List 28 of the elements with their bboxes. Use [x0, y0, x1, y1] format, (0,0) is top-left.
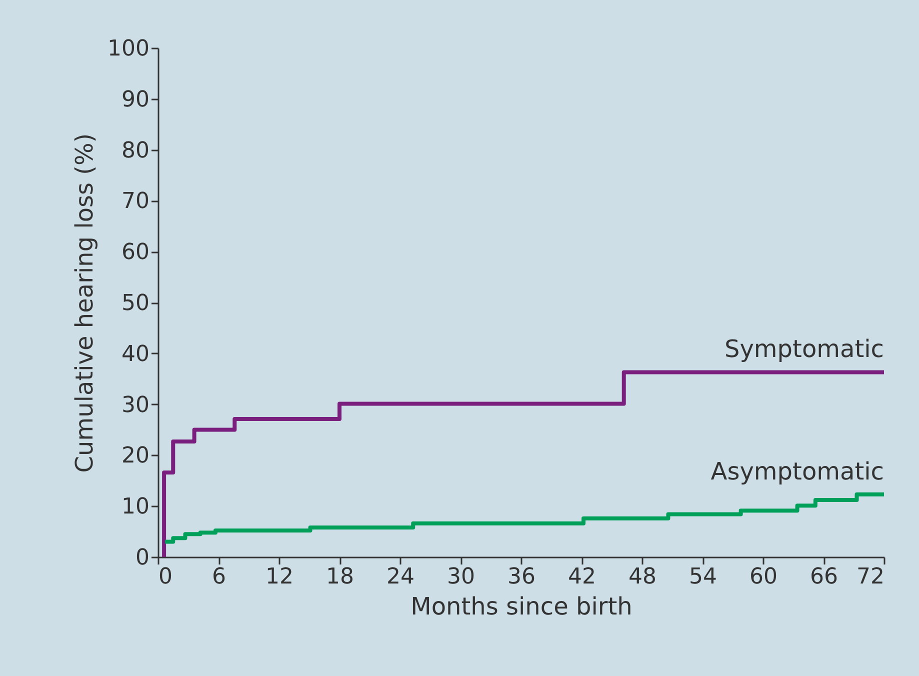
y-tick-label: 20	[122, 444, 150, 469]
x-tick-label: 24	[386, 564, 414, 590]
y-tick-label: 10	[122, 494, 150, 520]
x-tick-label: 54	[689, 564, 717, 590]
series-label: Asymptomatic	[710, 457, 884, 486]
x-tick-label: 6	[212, 564, 226, 590]
y-tick-label: 70	[122, 189, 150, 214]
x-tick-label: 0	[158, 564, 172, 590]
x-tick-label: 72	[856, 564, 884, 590]
y-tick-label: 30	[122, 392, 150, 418]
y-tick-label: 40	[122, 342, 150, 367]
series-label: Symptomatic	[724, 335, 884, 364]
y-tick-label: 90	[122, 87, 150, 112]
x-tick-label: 18	[326, 564, 354, 590]
y-tick-label: 0	[136, 546, 150, 570]
x-tick-label: 30	[447, 564, 475, 590]
x-tick-label: 42	[568, 564, 596, 590]
x-tick-label: 60	[750, 564, 778, 590]
y-tick-label: 60	[122, 240, 150, 266]
y-tick-label: 80	[122, 138, 150, 164]
y-tick-label: 100	[108, 36, 150, 62]
x-tick-label: 36	[508, 564, 536, 590]
x-axis-title: Months since birth	[410, 592, 632, 620]
x-tick-label: 48	[628, 564, 656, 590]
y-tick-label: 50	[122, 291, 150, 316]
y-axis-title: Cumulative hearing loss (%)	[70, 133, 99, 473]
x-tick-label: 66	[810, 564, 838, 590]
x-tick-label: 12	[266, 564, 294, 590]
